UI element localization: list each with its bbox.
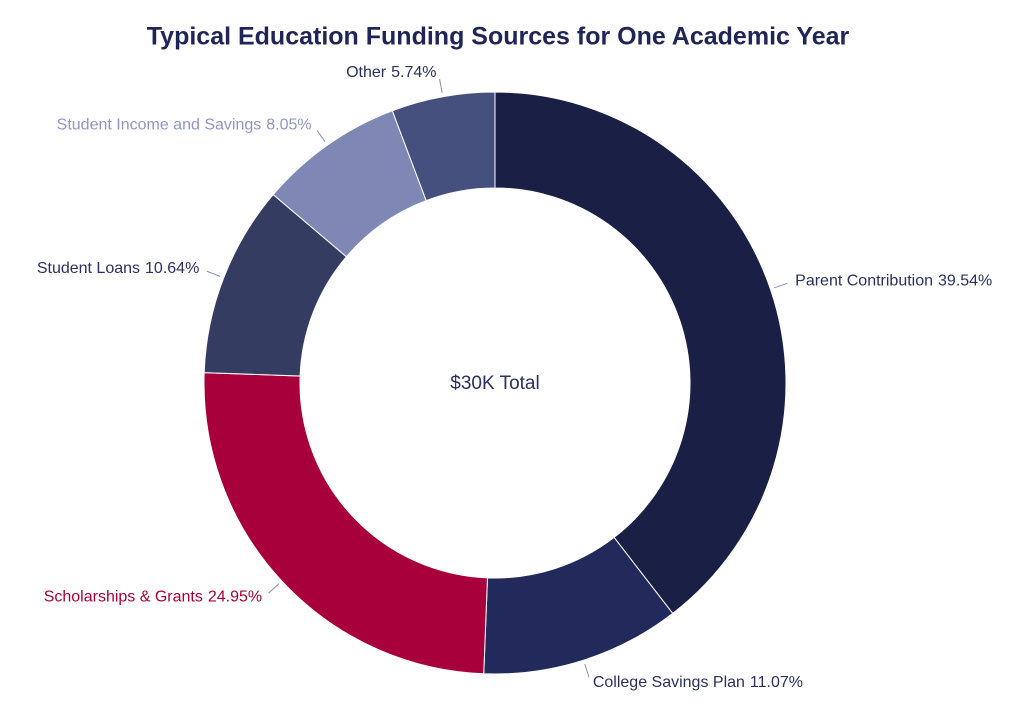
- label-category: College Savings Plan: [593, 674, 745, 691]
- label-category: Student Income and Savings: [57, 117, 262, 134]
- slice-label: Scholarships & Grants 24.95%: [44, 589, 262, 606]
- chart-title: Typical Education Funding Sources for On…: [147, 23, 850, 51]
- center-text: $30K Total: [450, 373, 539, 394]
- slice: [494, 91, 787, 615]
- label-value: 11.07%: [750, 674, 803, 691]
- leader-line: [584, 663, 590, 678]
- leader-line: [206, 270, 221, 277]
- label-value: 24.95%: [208, 589, 262, 606]
- label-category: Parent Contribution: [795, 273, 933, 290]
- label-value: 5.74%: [391, 64, 436, 81]
- leader-line: [316, 130, 326, 143]
- leader-line: [439, 78, 443, 93]
- leader-line: [774, 282, 788, 289]
- slice: [391, 91, 496, 202]
- label-category: Scholarships & Grants: [44, 589, 203, 606]
- label-category: Other: [346, 64, 387, 81]
- slice: [203, 372, 488, 675]
- slice-label: College Savings Plan 11.07%: [593, 674, 803, 691]
- label-category: Student Loans: [37, 260, 140, 277]
- slice-label: Student Income and Savings 8.05%: [57, 117, 312, 134]
- label-value: 8.05%: [266, 117, 311, 134]
- leader-line: [268, 583, 280, 594]
- slice-label: Student Loans 10.64%: [37, 260, 199, 277]
- label-value: 10.64%: [145, 260, 199, 277]
- slice-label: Other 5.74%: [346, 64, 436, 81]
- label-value: 39.54%: [938, 273, 992, 290]
- slice-label: Parent Contribution 39.54%: [795, 273, 992, 290]
